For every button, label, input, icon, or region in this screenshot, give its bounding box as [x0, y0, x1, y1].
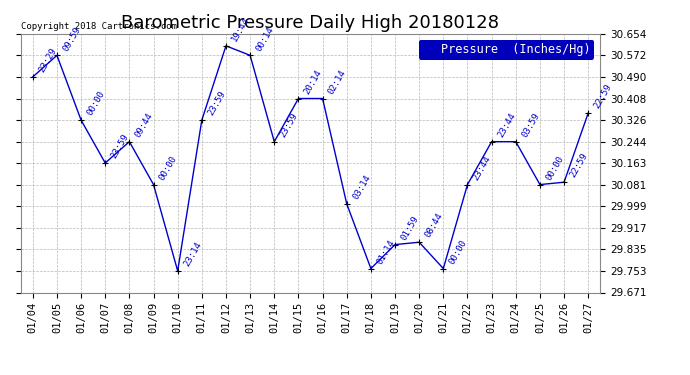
Text: 00:00: 00:00: [544, 154, 565, 182]
Legend: Pressure  (Inches/Hg): Pressure (Inches/Hg): [419, 40, 594, 60]
Text: 03:59: 03:59: [520, 111, 541, 139]
Text: 23:29: 23:29: [37, 46, 58, 74]
Text: 23:44: 23:44: [472, 154, 493, 182]
Text: 23:14: 23:14: [182, 240, 203, 268]
Text: 23:59: 23:59: [110, 132, 130, 160]
Text: 19:44: 19:44: [230, 15, 251, 43]
Text: 22:59: 22:59: [569, 152, 589, 179]
Text: 02:14: 02:14: [327, 68, 348, 96]
Text: 00:00: 00:00: [158, 154, 179, 182]
Title: Barometric Pressure Daily High 20180128: Barometric Pressure Daily High 20180128: [121, 14, 500, 32]
Text: 23:44: 23:44: [496, 111, 517, 139]
Text: 23:59: 23:59: [279, 111, 299, 139]
Text: 01:14: 01:14: [375, 238, 396, 266]
Text: 00:00: 00:00: [86, 90, 106, 117]
Text: 22:59: 22:59: [593, 82, 613, 110]
Text: 20:14: 20:14: [303, 68, 324, 96]
Text: 08:44: 08:44: [424, 211, 444, 240]
Text: 00:00: 00:00: [448, 238, 469, 266]
Text: 09:59: 09:59: [61, 25, 82, 52]
Text: 01:59: 01:59: [400, 214, 420, 242]
Text: Copyright 2018 Cartronics.com: Copyright 2018 Cartronics.com: [21, 22, 177, 31]
Text: 00:14: 00:14: [255, 25, 275, 52]
Text: 09:44: 09:44: [134, 111, 155, 139]
Text: 23:59: 23:59: [206, 90, 227, 117]
Text: 03:14: 03:14: [351, 173, 372, 201]
